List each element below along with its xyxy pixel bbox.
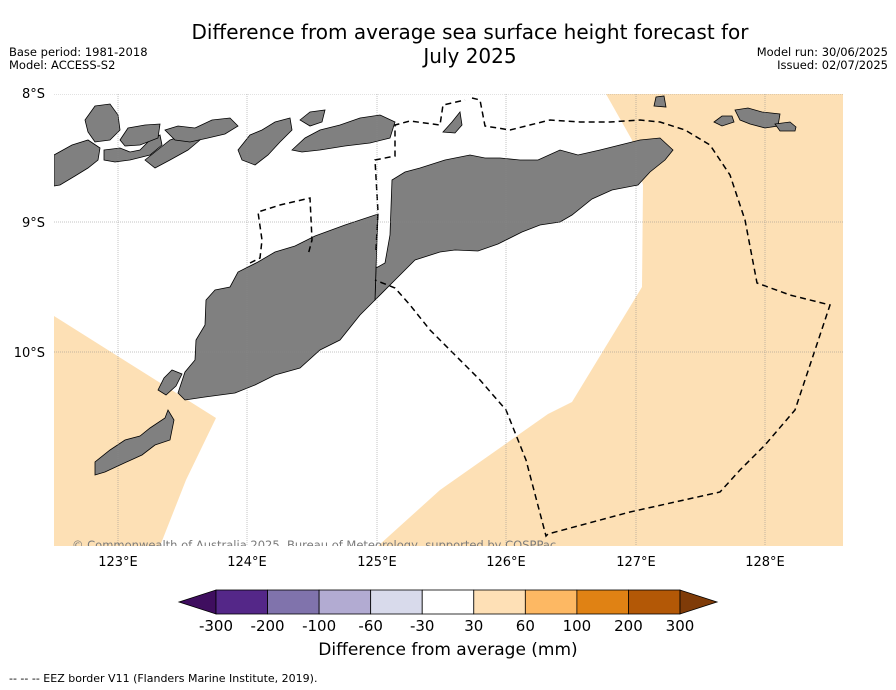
colorbar-tick-label: 30	[464, 617, 483, 635]
colorbar-segment	[421, 589, 475, 615]
meta-right: Model run: 30/06/2025 Issued: 02/07/2025	[757, 46, 888, 72]
lon-label-128e: 128°E	[745, 555, 785, 570]
moa-island	[713, 115, 735, 127]
colorbar: -300 -200 -100 -60 -30 30 60 100 200 300	[177, 589, 719, 635]
colorbar-segment	[267, 589, 320, 615]
colorbar-tick-label: -100	[302, 617, 336, 635]
adonara-island	[84, 103, 121, 143]
lembata-island	[119, 123, 161, 147]
colorbar-segment	[524, 589, 578, 615]
lon-label-123e: 123°E	[98, 555, 138, 570]
anomaly-region-west	[54, 316, 216, 546]
anomaly-region-east	[378, 94, 843, 546]
lon-label-127e: 127°E	[616, 555, 656, 570]
timor-island	[374, 137, 674, 301]
colorbar-tick-label: 200	[614, 617, 643, 635]
lon-label-125e: 125°E	[357, 555, 397, 570]
land	[54, 95, 797, 476]
base-period: Base period: 1981-2018	[9, 45, 148, 59]
model-name: Model: ACCESS-S2	[9, 58, 116, 72]
solor-islands	[103, 134, 163, 163]
atauro-island	[237, 117, 293, 166]
colorbar-tick-label: 100	[563, 617, 592, 635]
meta-left: Base period: 1981-2018 Model: ACCESS-S2	[9, 46, 148, 72]
eez-legend-note: -- -- -- EEZ border V11 (Flanders Marine…	[9, 672, 318, 685]
model-run: Model run: 30/06/2025	[756, 45, 888, 59]
copyright-notice: © Commonwealth of Australia 2025, Bureau…	[72, 538, 556, 552]
kisar-island	[299, 109, 326, 127]
colorbar-title: Difference from average (mm)	[318, 640, 578, 660]
liran-island	[442, 111, 463, 134]
lat-label-9s: 9°S	[22, 216, 45, 231]
semau-island	[157, 369, 183, 396]
sermata-island	[774, 121, 797, 132]
colorbar-segment	[215, 589, 268, 615]
issued-date: Issued: 02/07/2025	[777, 58, 888, 72]
colorbar-segment	[318, 589, 372, 615]
colorbar-tick-label: 300	[666, 617, 695, 635]
colorbar-tick-label: -60	[358, 617, 383, 635]
leti-island	[653, 95, 667, 108]
colorbar-extend-high	[679, 589, 719, 615]
timor-west-lobe	[177, 213, 379, 401]
colorbar-tick-label: -30	[410, 617, 435, 635]
wetar-island	[291, 114, 396, 153]
colorbar-tick-label: -300	[199, 617, 233, 635]
lon-label-126e: 126°E	[486, 555, 526, 570]
lat-label-8s: 8°S	[22, 87, 45, 102]
colorbar-segment	[370, 589, 423, 615]
title-line-1: Difference from average sea surface heig…	[191, 20, 749, 44]
colorbar-extend-low	[177, 589, 217, 615]
map-title: Difference from average sea surface heig…	[140, 20, 800, 68]
colorbar-segment	[628, 589, 681, 615]
rote-island	[94, 409, 175, 476]
flores-east	[54, 139, 101, 187]
colorbar-segment	[473, 589, 526, 615]
colorbar-tick-label: 60	[516, 617, 535, 635]
graticule	[54, 94, 843, 546]
alor-island	[164, 117, 239, 143]
map-area: © Commonwealth of Australia 2025, Bureau…	[54, 94, 843, 552]
colorbar-segment	[576, 589, 629, 615]
title-line-2: July 2025	[423, 44, 517, 68]
colorbar-tick-label: -200	[251, 617, 285, 635]
lon-label-124e: 124°E	[227, 555, 267, 570]
lat-label-10s: 10°S	[14, 346, 45, 361]
